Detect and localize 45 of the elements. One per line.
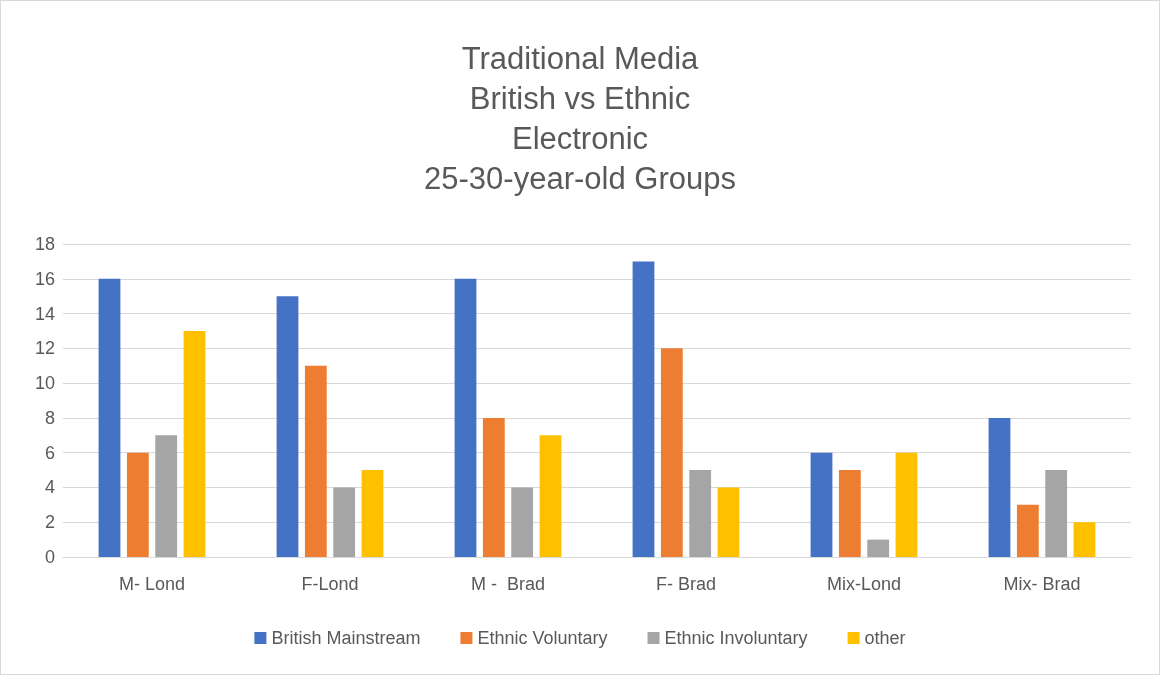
bar	[454, 278, 477, 557]
x-tick-label: Mix-Lond	[826, 574, 902, 594]
legend-label: other	[864, 628, 906, 648]
y-tick-label: 2	[44, 512, 55, 533]
x-tick-label: M- Lond	[118, 574, 186, 594]
bar	[895, 452, 918, 557]
y-tick-label: 8	[44, 407, 55, 428]
y-tick-label: 14	[34, 303, 55, 324]
bar	[511, 487, 534, 557]
legend-label: Ethnic Involuntary	[664, 628, 808, 648]
bar	[632, 261, 655, 557]
bar	[482, 417, 505, 557]
x-tick-label: F-Lond	[301, 574, 359, 594]
x-tick-label: F- Brad	[655, 574, 717, 594]
bar	[1045, 470, 1068, 557]
bar	[810, 452, 833, 557]
bar	[304, 365, 327, 557]
bar	[333, 487, 356, 557]
legend-label: Ethnic Voluntary	[477, 628, 608, 648]
bar	[183, 330, 206, 557]
bar	[155, 435, 178, 557]
bar	[98, 278, 121, 557]
bar	[838, 470, 861, 557]
bar	[126, 452, 149, 557]
y-tick-label: 4	[44, 477, 55, 498]
bar	[689, 470, 712, 557]
y-tick-label: 0	[44, 547, 55, 567]
bar	[660, 348, 683, 557]
x-tick-label: M - Brad	[470, 574, 546, 594]
y-tick-label: 18	[34, 234, 55, 254]
chart-title: Traditional Media British vs Ethnic Electronic 25-30-year-old Groups	[424, 40, 736, 196]
bar	[988, 417, 1011, 557]
y-tick-label: 6	[44, 442, 55, 463]
y-tick-label: 16	[34, 268, 55, 289]
bar	[361, 470, 384, 557]
bar	[276, 296, 299, 557]
bar	[867, 539, 890, 557]
y-tick-label: 12	[34, 338, 55, 359]
bar	[1073, 522, 1096, 557]
bar	[1016, 504, 1039, 557]
bar	[539, 435, 562, 557]
legend-label: British Mainstream	[271, 628, 421, 648]
y-tick-label: 10	[34, 373, 55, 394]
bar	[717, 487, 740, 557]
x-tick-label: Mix- Brad	[1003, 574, 1081, 594]
